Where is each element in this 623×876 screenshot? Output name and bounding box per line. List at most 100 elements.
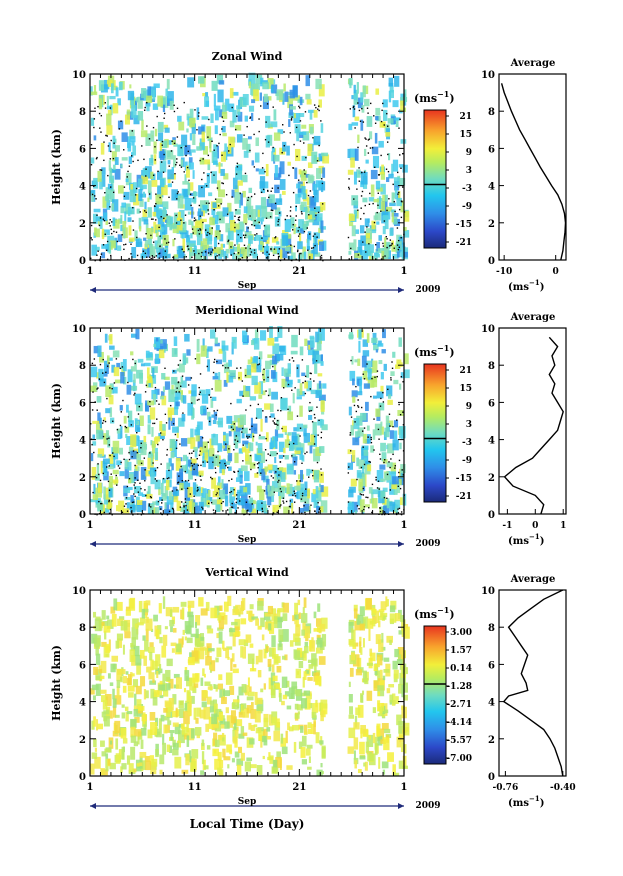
heatmap-cell bbox=[291, 681, 298, 689]
contour-dot bbox=[304, 111, 307, 113]
contour-dot bbox=[189, 493, 192, 495]
heatmap-cell bbox=[240, 193, 243, 206]
heatmap-cell bbox=[138, 492, 144, 496]
heatmap-cell bbox=[227, 656, 230, 660]
heatmap-cell bbox=[107, 435, 111, 448]
contour-dot bbox=[179, 506, 182, 508]
heatmap-cell bbox=[211, 477, 217, 489]
heatmap-cell bbox=[139, 617, 146, 624]
colorbar-unit: (ms−1) bbox=[414, 605, 455, 621]
heatmap-cell bbox=[289, 89, 295, 99]
heatmap-cell bbox=[210, 113, 214, 124]
heatmap-cell bbox=[196, 249, 203, 260]
heatmap-cell bbox=[373, 198, 381, 203]
colorbar-tick-label: 21 bbox=[459, 366, 472, 376]
contour-dot bbox=[200, 255, 203, 258]
heatmap-cell bbox=[249, 764, 257, 769]
contour-dot bbox=[236, 440, 239, 442]
heatmap-cell bbox=[249, 604, 254, 610]
heatmap-cell bbox=[371, 229, 377, 234]
avg-x-label-exp: −1 bbox=[529, 794, 540, 803]
average-profile-line bbox=[500, 83, 567, 261]
heatmap-cell bbox=[120, 224, 124, 232]
contour-dot bbox=[216, 360, 218, 363]
heatmap-cell bbox=[107, 619, 114, 629]
heatmap-cell bbox=[121, 669, 126, 675]
contour-dot bbox=[133, 394, 135, 396]
heatmap-cell bbox=[279, 758, 282, 771]
heatmap-cell bbox=[378, 235, 382, 241]
heatmap-cell bbox=[250, 417, 253, 430]
heatmap-cell bbox=[364, 243, 372, 254]
heatmap-cell bbox=[303, 597, 307, 608]
heatmap-cell bbox=[291, 334, 298, 348]
heatmap-cell bbox=[90, 688, 95, 695]
contour-dot bbox=[156, 467, 159, 469]
heatmap-cell bbox=[151, 427, 154, 437]
heatmap-cell bbox=[351, 390, 358, 398]
heatmap-cell bbox=[257, 600, 264, 611]
heatmap-cell bbox=[197, 435, 203, 449]
contour-dot bbox=[113, 142, 115, 144]
heatmap-cell bbox=[93, 208, 101, 213]
contour-dot bbox=[247, 227, 249, 229]
contour-dot bbox=[106, 240, 109, 243]
contour-dot bbox=[200, 479, 202, 481]
contour-dot bbox=[108, 465, 110, 467]
contour-dot bbox=[215, 456, 218, 458]
heatmap-cell bbox=[260, 330, 267, 341]
heatmap-cell bbox=[284, 654, 288, 661]
heatmap-cell bbox=[130, 385, 138, 391]
contour-dot bbox=[244, 236, 246, 239]
heatmap-cell bbox=[313, 135, 321, 145]
heatmap-cell bbox=[182, 238, 186, 252]
heatmap-cell bbox=[399, 177, 406, 186]
heatmap-cell bbox=[239, 607, 244, 615]
contour-dot bbox=[191, 452, 193, 454]
heatmap-cell bbox=[351, 122, 359, 126]
heatmap-cell bbox=[278, 345, 285, 352]
heatmap-cell bbox=[142, 712, 146, 725]
contour-dot bbox=[187, 150, 190, 153]
contour-dot bbox=[108, 499, 110, 502]
contour-dot bbox=[149, 452, 151, 454]
heatmap-cell bbox=[320, 710, 324, 722]
heatmap-cell bbox=[277, 643, 283, 651]
heatmap-cell bbox=[384, 709, 389, 714]
heatmap-cell bbox=[241, 684, 247, 693]
heatmap-cell bbox=[153, 614, 158, 622]
heatmap-cell bbox=[145, 614, 148, 618]
x-tick-label: 11 bbox=[188, 520, 202, 531]
heatmap-cell bbox=[293, 741, 297, 753]
heatmap-cell bbox=[399, 383, 402, 390]
heatmap-cell bbox=[152, 394, 156, 405]
contour-dot bbox=[379, 458, 382, 460]
contour-dot bbox=[216, 145, 218, 147]
heatmap-cell bbox=[109, 334, 113, 345]
heatmap-cell bbox=[276, 354, 284, 361]
contour-dot bbox=[288, 359, 291, 361]
heatmap-cell bbox=[209, 139, 212, 153]
contour-dot bbox=[183, 251, 185, 253]
contour-dot bbox=[117, 465, 120, 467]
heatmap-cell bbox=[211, 713, 218, 725]
heatmap-cell bbox=[189, 149, 196, 153]
heatmap-cell bbox=[244, 761, 251, 772]
heatmap-cell bbox=[398, 191, 401, 202]
contour-dot bbox=[180, 166, 183, 168]
heatmap-cell bbox=[403, 369, 410, 379]
avg-y-tick-label: 0 bbox=[488, 510, 495, 521]
heatmap-cell bbox=[184, 357, 189, 364]
contour-dot bbox=[194, 479, 197, 481]
heatmap-cell bbox=[353, 84, 356, 94]
heatmap-cell bbox=[191, 695, 195, 704]
contour-dot bbox=[100, 131, 102, 133]
contour-dot bbox=[152, 241, 155, 243]
contour-dot bbox=[321, 178, 323, 180]
contour-dot bbox=[134, 464, 136, 467]
heatmap-cell bbox=[229, 749, 233, 755]
heatmap-cell bbox=[302, 607, 305, 615]
heatmap-cell bbox=[104, 360, 108, 374]
contour-dot bbox=[230, 254, 233, 256]
heatmap-cell bbox=[209, 706, 217, 713]
